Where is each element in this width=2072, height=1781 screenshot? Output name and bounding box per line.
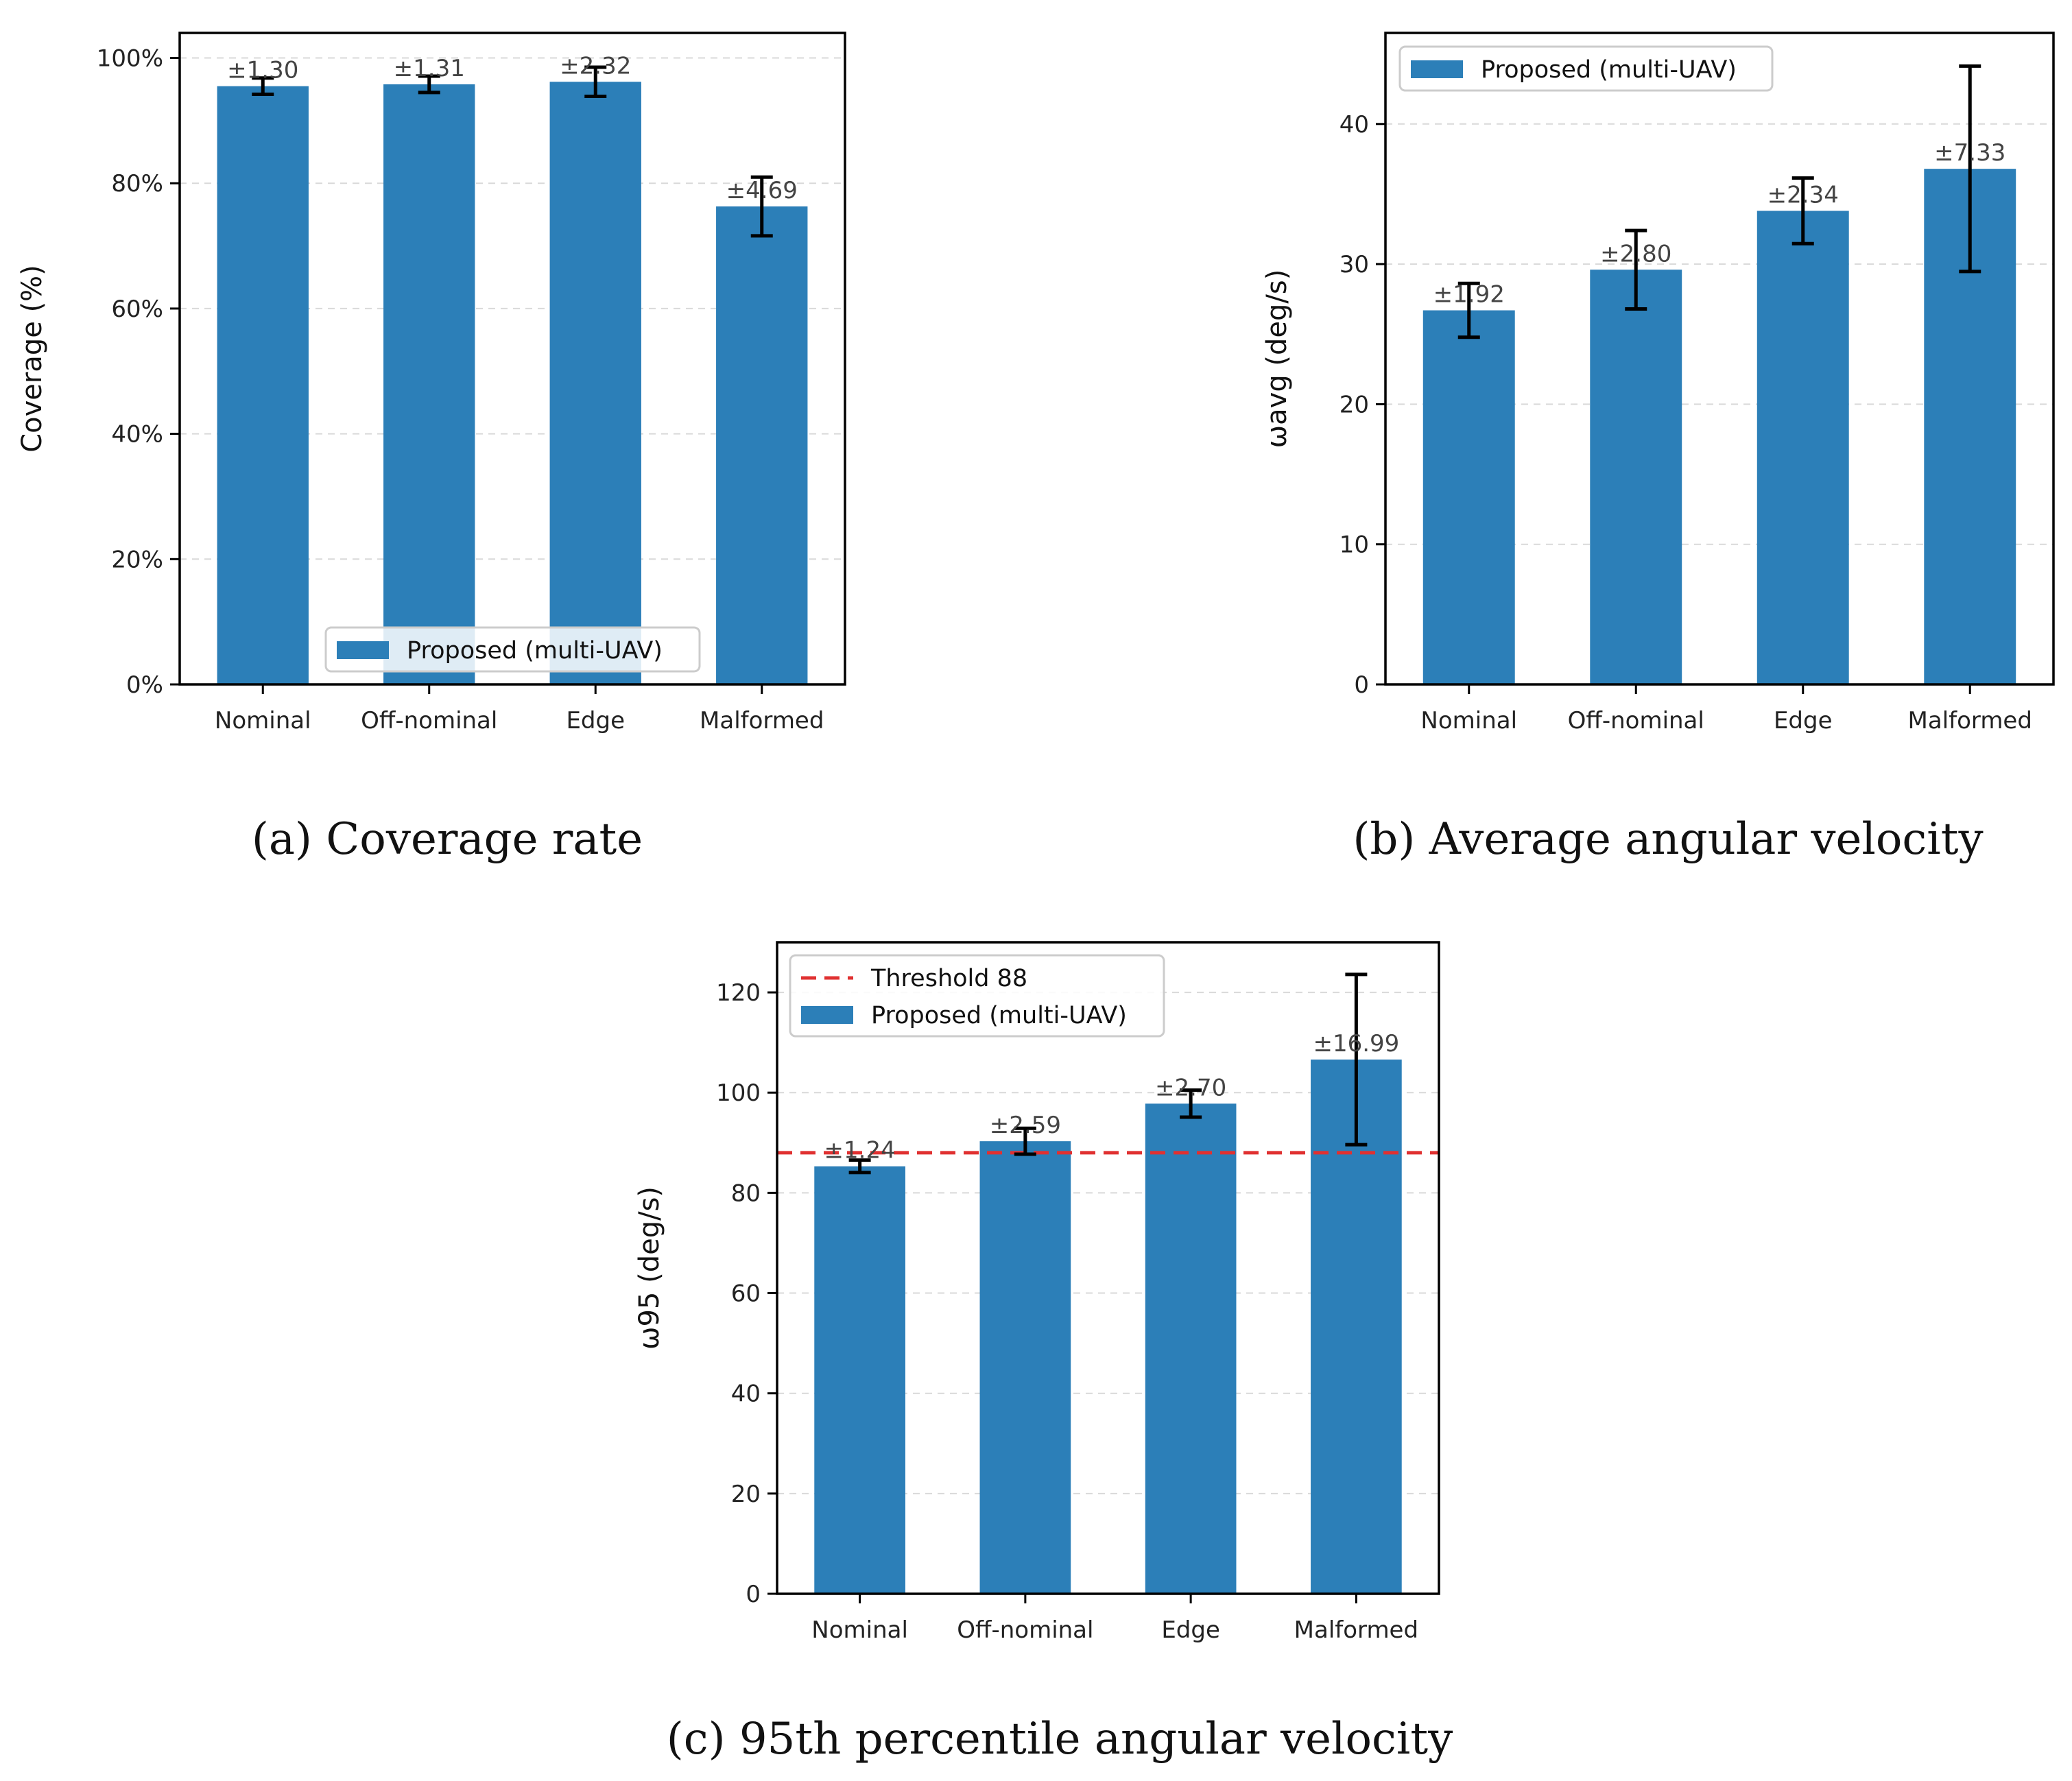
x-tick-label: Malformed xyxy=(700,707,824,734)
y-tick-label: 60% xyxy=(111,296,163,323)
error-label: ±2.32 xyxy=(560,52,631,80)
bar-off-nominal xyxy=(383,84,475,684)
x-tick-label: Edge xyxy=(566,707,625,734)
x-tick-label: Off-nominal xyxy=(957,1616,1093,1644)
bar-edge xyxy=(549,82,641,684)
error-bar-off-nominal xyxy=(418,74,440,95)
y-tick-label: 40% xyxy=(111,421,163,449)
legend-label: Proposed (multi-UAV) xyxy=(871,1002,1127,1029)
y-tick-label: 40 xyxy=(1339,111,1369,139)
bar-off-nominal xyxy=(979,1141,1071,1594)
y-tick-label: 60 xyxy=(731,1280,761,1308)
y-tick-label: 20 xyxy=(731,1481,761,1508)
error-bar-off-nominal xyxy=(1625,228,1647,311)
error-label: ±1.92 xyxy=(1433,281,1505,309)
legend: Proposed (multi-UAV) xyxy=(324,626,701,673)
caption-b: (b) Average angular velocity xyxy=(1353,814,1983,865)
bar-edge xyxy=(1145,1103,1237,1594)
x-tick-label: Nominal xyxy=(215,707,311,734)
error-label: ±1.24 xyxy=(824,1137,896,1164)
y-tick-label: 20 xyxy=(1339,391,1369,418)
y-axis-label: ωavg (deg/s) xyxy=(1261,270,1293,449)
y-tick-label: 30 xyxy=(1339,251,1369,278)
y-tick-label: 0 xyxy=(1354,671,1369,699)
legend-box xyxy=(324,626,701,673)
legend: Proposed (multi-UAV) xyxy=(1398,45,1774,92)
error-label: ±2.70 xyxy=(1155,1074,1226,1101)
x-tick-label: Nominal xyxy=(1420,707,1517,734)
error-bar-edge xyxy=(1180,1088,1202,1119)
error-bar-malformed xyxy=(1345,972,1368,1147)
y-axis-label: ω95 (deg/s) xyxy=(634,1186,665,1350)
error-label: ±1.30 xyxy=(227,57,298,84)
bar-nominal xyxy=(1422,310,1515,685)
y-axis-label: Coverage (%) xyxy=(16,265,48,453)
error-bar-malformed xyxy=(1959,64,1981,274)
y-tick-label: 40 xyxy=(731,1380,761,1408)
legend-label: Threshold 88 xyxy=(870,965,1027,992)
bar-off-nominal xyxy=(1590,270,1682,685)
error-bar-edge xyxy=(584,65,607,98)
legend: Threshold 88 Proposed (multi-UAV) xyxy=(789,954,1165,1038)
caption-a: (a) Coverage rate xyxy=(252,814,643,865)
chart-average-angular-velocity: ±1.92 ±2.80 ±2.34 ±7.33 0 10 20 30 40 Nominal Off-… xyxy=(1261,32,2055,734)
error-bar-nominal xyxy=(848,1158,871,1175)
y-tick-label: 120 xyxy=(716,979,761,1007)
error-bar-nominal xyxy=(1457,281,1480,339)
x-tick-label: Malformed xyxy=(1294,1616,1418,1644)
legend-label: Proposed (multi-UAV) xyxy=(1481,56,1737,84)
error-label: ±2.34 xyxy=(1767,181,1839,208)
error-bar-nominal xyxy=(252,76,274,97)
error-label: ±4.69 xyxy=(726,177,798,204)
error-bar-edge xyxy=(1791,176,1814,246)
y-tick-label: 100% xyxy=(97,45,163,73)
y-tick-label: 20% xyxy=(111,546,163,573)
x-tick-label: Malformed xyxy=(1908,707,2032,734)
chart-coverage-rate: ±1.30 ±1.31 ±2.32 ±4.69 0% 20% 40% 60% 80% 100% No… xyxy=(16,32,846,734)
legend-box xyxy=(1398,45,1774,92)
bar-edge xyxy=(1757,211,1849,684)
bar-nominal xyxy=(814,1166,905,1594)
bar-nominal xyxy=(217,86,309,685)
y-tick-label: 0 xyxy=(746,1581,761,1608)
axes-frame xyxy=(776,941,1440,1595)
x-tick-label: Nominal xyxy=(811,1616,908,1644)
legend-bar-swatch xyxy=(801,1006,853,1024)
y-tick-label: 80 xyxy=(731,1180,761,1207)
error-bar-malformed xyxy=(750,175,773,238)
x-tick-label: Edge xyxy=(1161,1616,1220,1644)
y-tick-label: 80% xyxy=(111,170,163,198)
legend-label: Proposed (multi-UAV) xyxy=(407,637,663,665)
legend-bar-swatch xyxy=(337,641,389,659)
y-tick-label: 100 xyxy=(716,1079,761,1107)
error-label: ±2.80 xyxy=(1600,240,1671,267)
caption-c: (c) 95th percentile angular velocity xyxy=(667,1714,1453,1765)
legend-bar-swatch xyxy=(1411,60,1463,78)
y-tick-label: 10 xyxy=(1339,531,1369,559)
error-label: ±16.99 xyxy=(1313,1030,1399,1057)
error-label: ±2.59 xyxy=(990,1112,1061,1139)
y-tick-label: 0% xyxy=(126,671,163,699)
x-tick-label: Off-nominal xyxy=(1568,707,1704,734)
error-label: ±7.33 xyxy=(1934,139,2005,167)
legend-box xyxy=(789,954,1165,1038)
axes-frame xyxy=(1384,32,2055,686)
error-label: ±1.31 xyxy=(394,55,465,82)
bar-malformed xyxy=(716,206,808,685)
bar-malformed xyxy=(1311,1060,1402,1594)
chart-95th-percentile-angular-velocity: ±1.24 ±2.59 ±2.70 ±16.99 0 20 40 60 80 100 120 Nomi… xyxy=(634,941,1440,1644)
x-tick-label: Edge xyxy=(1774,707,1833,734)
axes-frame xyxy=(178,32,846,686)
x-tick-label: Off-nominal xyxy=(361,707,497,734)
error-bar-off-nominal xyxy=(1014,1126,1036,1156)
